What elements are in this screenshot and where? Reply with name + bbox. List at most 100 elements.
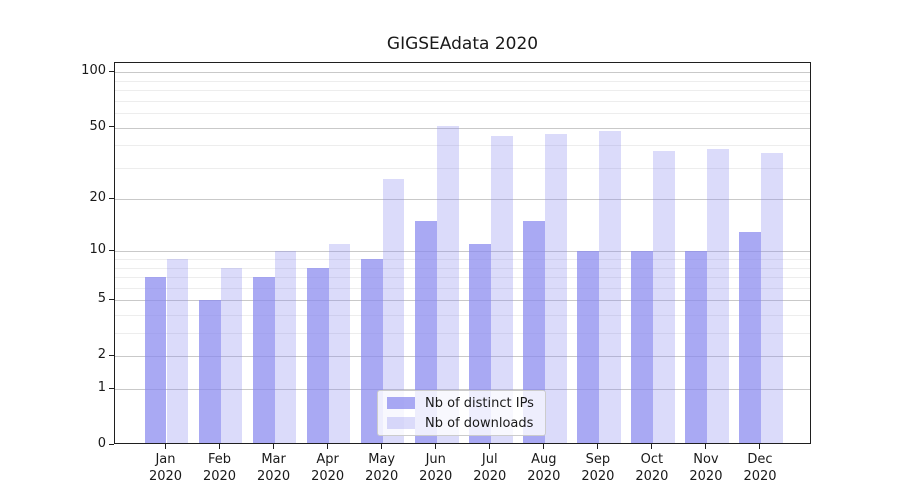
chart-title: GIGSEAdata 2020 (386, 34, 539, 54)
x-tick-mark-Nov (705, 444, 707, 449)
bars-layer (115, 63, 810, 443)
x-tick-mark-Apr (327, 444, 329, 449)
x-tick-label-Jun: Jun 2020 (408, 451, 464, 485)
x-tick-month-Aug: Aug (531, 452, 557, 467)
gridline-minor-6 (115, 287, 810, 289)
x-tick-month-Apr: Apr (316, 452, 339, 467)
x-tick-year-Jul: 2020 (473, 469, 507, 484)
x-tick-month-Feb: Feb (208, 452, 232, 467)
bar-distinct-ips-Jan (144, 277, 167, 443)
gridline-minor-60 (115, 113, 810, 115)
x-tick-month-Jul: Jul (481, 452, 498, 467)
x-tick-mark-Sep (597, 444, 599, 449)
bar-downloads-Jun (436, 125, 459, 443)
x-tick-mark-Aug (543, 444, 545, 449)
gridline-minor-70 (115, 100, 810, 102)
y-tick-label-20: 20 (89, 190, 106, 206)
bar-downloads-Nov (706, 149, 729, 443)
x-tick-month-Oct: Oct (640, 452, 664, 467)
bar-downloads-Apr (328, 244, 351, 443)
gridline-minor-4 (115, 315, 810, 317)
bar-distinct-ips-Aug (523, 221, 545, 443)
legend-swatch-distinct-ips (387, 397, 415, 409)
legend-swatch-downloads (387, 417, 415, 429)
x-tick-label-Sep: Sep 2020 (570, 451, 626, 485)
gridline-major-50 (115, 127, 810, 129)
x-tick-month-May: May (368, 452, 396, 467)
bar-downloads-May (382, 178, 405, 443)
x-tick-year-Apr: 2020 (311, 469, 345, 484)
bar-distinct-ips-Dec (739, 231, 761, 443)
y-tick-label-100: 100 (81, 63, 106, 79)
x-tick-label-May: May 2020 (354, 451, 410, 485)
x-tick-label-Mar: Mar 2020 (246, 451, 302, 485)
x-tick-year-Feb: 2020 (202, 469, 237, 484)
legend-item-downloads: Nb of downloads (387, 416, 536, 431)
gridline-minor-30 (115, 167, 810, 169)
bar-distinct-ips-Feb (198, 300, 221, 443)
y-tick-label-0: 0 (97, 436, 106, 451)
bar-downloads-Jan (166, 259, 189, 443)
y-tick-label-10: 10 (89, 242, 106, 258)
y-tick-mark-1 (109, 387, 114, 389)
legend-label-distinct-ips: Nb of distinct IPs (425, 395, 534, 411)
y-tick-mark-20 (109, 197, 114, 199)
x-tick-label-Dec: Dec 2020 (732, 451, 788, 485)
x-tick-year-Jun: 2020 (419, 469, 453, 484)
bar-distinct-ips-Apr (306, 267, 329, 443)
x-tick-year-May: 2020 (365, 469, 399, 484)
x-tick-year-Oct: 2020 (635, 469, 669, 484)
x-tick-mark-Feb (219, 444, 221, 449)
gridlines-layer (115, 63, 810, 443)
x-tick-label-Nov: Nov 2020 (678, 451, 734, 485)
x-tick-mark-Jun (435, 444, 437, 449)
gridline-major-10 (115, 251, 810, 253)
bar-downloads-Oct (652, 151, 675, 443)
x-tick-label-Aug: Aug 2020 (516, 451, 572, 485)
gridline-minor-8 (115, 267, 810, 269)
x-tick-label-Oct: Oct 2020 (624, 451, 680, 485)
x-tick-mark-Oct (651, 444, 653, 449)
x-tick-year-Jan: 2020 (148, 469, 183, 484)
gridline-major-20 (115, 199, 810, 201)
bar-downloads-Aug (544, 134, 567, 443)
bar-downloads-Feb (220, 267, 243, 443)
gridline-major-5 (115, 300, 810, 302)
x-tick-month-Dec: Dec (747, 452, 773, 467)
y-tick-label-50: 50 (89, 118, 106, 134)
bar-distinct-ips-Jun (414, 221, 437, 443)
x-tick-year-Nov: 2020 (689, 469, 723, 484)
x-tick-mark-Jul (489, 444, 491, 449)
gridline-minor-80 (115, 90, 810, 92)
y-tick-label-5: 5 (97, 291, 106, 307)
gridline-major-2 (115, 356, 810, 358)
plot-area (114, 62, 811, 444)
gridline-major-100 (115, 72, 810, 74)
y-tick-mark-50 (109, 126, 114, 128)
gridline-minor-9 (115, 259, 810, 261)
y-tick-mark-2 (109, 354, 114, 356)
bar-distinct-ips-Mar (252, 277, 275, 443)
bar-distinct-ips-Nov (685, 251, 707, 443)
legend: Nb of distinct IPs Nb of downloads (377, 390, 546, 436)
x-tick-year-Mar: 2020 (257, 469, 291, 484)
legend-label-downloads: Nb of downloads (425, 415, 534, 431)
bar-downloads-Dec (760, 153, 783, 443)
x-tick-month-Jun: Jun (425, 452, 446, 467)
x-tick-label-Feb: Feb 2020 (192, 451, 248, 485)
bar-downloads-Jul (490, 135, 513, 443)
x-tick-year-Sep: 2020 (581, 469, 615, 484)
x-tick-month-Jan: Jan (155, 452, 176, 467)
bar-distinct-ips-Sep (577, 251, 599, 443)
gridline-major-1 (115, 389, 810, 391)
x-tick-year-Aug: 2020 (527, 469, 561, 484)
gridline-minor-90 (115, 80, 810, 82)
x-tick-month-Mar: Mar (261, 452, 286, 467)
gridline-minor-7 (115, 277, 810, 279)
x-tick-year-Dec: 2020 (743, 469, 777, 484)
bar-downloads-Mar (274, 251, 297, 443)
gridline-minor-40 (115, 145, 810, 147)
y-tick-mark-0 (109, 443, 114, 445)
x-tick-label-Apr: Apr 2020 (300, 451, 356, 485)
y-tick-mark-100 (109, 70, 114, 72)
